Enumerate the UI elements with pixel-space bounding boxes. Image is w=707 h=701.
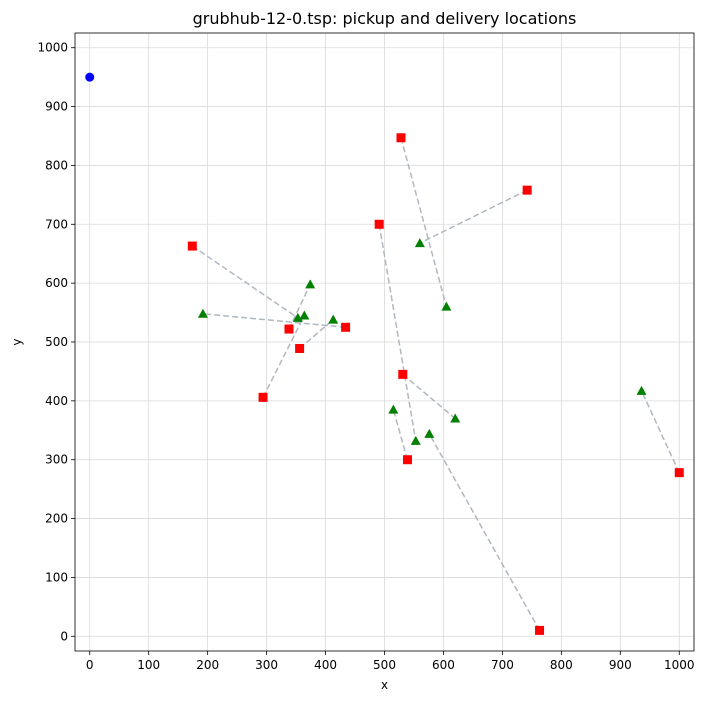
pickup-point bbox=[535, 625, 545, 635]
y-tick-label: 800 bbox=[45, 158, 68, 172]
x-tick-label: 600 bbox=[432, 658, 455, 672]
pickup-point bbox=[295, 343, 305, 353]
x-tick-label: 900 bbox=[609, 658, 632, 672]
pickup-point bbox=[284, 324, 294, 334]
chart-title: grubhub-12-0.tsp: pickup and delivery lo… bbox=[193, 9, 577, 28]
pickup-point bbox=[398, 369, 408, 379]
x-tick-label: 800 bbox=[550, 658, 573, 672]
pickup-delivery-link bbox=[419, 189, 528, 244]
delivery-point bbox=[292, 312, 303, 322]
delivery-point bbox=[450, 413, 461, 423]
y-tick-label: 700 bbox=[45, 217, 68, 231]
pickup-delivery-link bbox=[400, 137, 448, 307]
y-tick-label: 400 bbox=[45, 394, 68, 408]
pickup-point bbox=[402, 455, 412, 465]
x-tick-label: 400 bbox=[314, 658, 337, 672]
pickup-delivery-link bbox=[392, 409, 409, 460]
x-tick-label: 0 bbox=[86, 658, 94, 672]
pickup-delivery-link bbox=[262, 315, 305, 398]
y-tick-label: 200 bbox=[45, 512, 68, 526]
x-tick-label: 500 bbox=[373, 658, 396, 672]
pickup-point bbox=[187, 241, 197, 251]
x-axis-label: x bbox=[381, 678, 388, 692]
delivery-point bbox=[328, 314, 339, 324]
delivery-point bbox=[441, 301, 452, 311]
pickup-delivery-link bbox=[640, 390, 680, 473]
pickup-point bbox=[522, 185, 532, 195]
delivery-point bbox=[410, 435, 421, 445]
delivery-point bbox=[388, 404, 399, 414]
x-tick-label: 700 bbox=[491, 658, 514, 672]
pickup-delivery-link bbox=[402, 373, 456, 420]
x-tick-label: 300 bbox=[255, 658, 278, 672]
y-tick-label: 1000 bbox=[37, 41, 68, 55]
pickup-delivery-link bbox=[288, 283, 311, 330]
pickup-delivery-link bbox=[191, 245, 299, 319]
y-tick-label: 500 bbox=[45, 335, 68, 349]
pickup-delivery-link bbox=[378, 224, 417, 442]
y-tick-label: 0 bbox=[60, 629, 68, 643]
pickup-delivery-links bbox=[191, 137, 680, 631]
pickup-point bbox=[341, 322, 351, 332]
delivery-point bbox=[299, 310, 310, 320]
delivery-point bbox=[197, 308, 208, 318]
y-tick-label: 900 bbox=[45, 100, 68, 114]
delivery-point bbox=[636, 385, 647, 395]
pickup-delivery-link bbox=[202, 313, 346, 329]
pickup-point bbox=[374, 219, 384, 229]
ticks: 0 100 200 300 400 500 600 700 800 900 1000 0 100 200 3… bbox=[37, 41, 694, 672]
x-tick-label: 1000 bbox=[664, 658, 695, 672]
y-tick-label: 100 bbox=[45, 570, 68, 584]
y-tick-label: 300 bbox=[45, 453, 68, 467]
markers bbox=[85, 72, 684, 635]
x-tick-label: 200 bbox=[196, 658, 219, 672]
delivery-point bbox=[305, 279, 316, 289]
delivery-point bbox=[424, 428, 435, 438]
depot-point bbox=[85, 72, 95, 82]
x-tick-label: 100 bbox=[137, 658, 160, 672]
pickup-delivery-link bbox=[299, 319, 334, 350]
pickup-point bbox=[396, 133, 406, 143]
pickup-point bbox=[674, 468, 684, 478]
y-axis-label: y bbox=[10, 338, 24, 345]
pickup-point bbox=[258, 392, 268, 402]
y-tick-label: 600 bbox=[45, 276, 68, 290]
pickup-delivery-link bbox=[428, 433, 541, 631]
delivery-point bbox=[414, 238, 425, 248]
grid bbox=[75, 33, 694, 651]
